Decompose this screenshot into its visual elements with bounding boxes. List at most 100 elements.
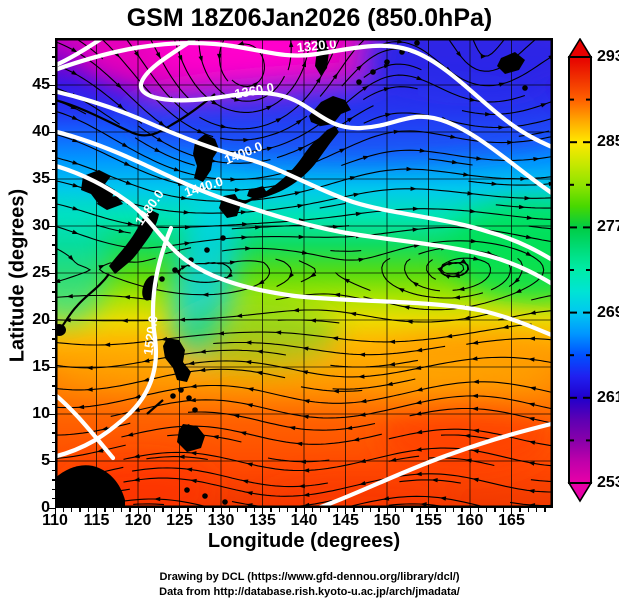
y-tick [51, 244, 55, 246]
streamline [276, 105, 374, 159]
x-tick [378, 508, 380, 512]
x-tick [353, 508, 355, 512]
streamline [335, 272, 371, 292]
streamline [298, 260, 317, 283]
arrowhead [472, 449, 479, 454]
y-tick [51, 253, 55, 256]
x-tick [71, 508, 73, 512]
arrowhead [410, 186, 417, 191]
landmass [55, 465, 125, 508]
y-tick [51, 441, 55, 444]
arrowhead [471, 393, 478, 399]
streamline [374, 41, 553, 87]
coastline [146, 399, 164, 415]
y-tick [51, 281, 55, 284]
arrowhead [515, 288, 522, 293]
y-tick [51, 422, 55, 425]
height-contour [138, 38, 553, 197]
x-tick [54, 508, 56, 514]
arrowhead [469, 209, 477, 214]
arrowhead [359, 458, 366, 463]
arrowhead [66, 294, 73, 299]
arrowhead [507, 140, 514, 145]
y-tick [49, 84, 55, 86]
arrowhead [126, 432, 134, 437]
y-tick [51, 122, 55, 124]
streamline [319, 38, 368, 97]
y-tick [51, 169, 55, 171]
arrowhead [303, 399, 310, 404]
arrowhead [388, 362, 396, 367]
streamline [363, 63, 422, 78]
arrowhead [498, 82, 506, 87]
arrowhead [292, 308, 300, 313]
arrowhead [406, 166, 413, 172]
arrowhead [274, 330, 282, 335]
arrowhead [415, 400, 422, 405]
streamline [121, 425, 382, 445]
island [522, 85, 528, 91]
arrowhead [358, 352, 366, 357]
arrowhead [86, 387, 93, 392]
arrowhead [296, 119, 303, 125]
streamline [134, 137, 195, 166]
y-tick-label: 20 [32, 311, 50, 328]
height-contour [55, 89, 553, 263]
arrowhead [397, 287, 405, 293]
streamline-arrowheads [55, 39, 553, 508]
colorbar-bottom-arrow [567, 482, 593, 503]
streamline [518, 130, 550, 137]
y-tick [51, 300, 55, 303]
island [170, 393, 176, 399]
arrowhead [471, 340, 479, 345]
x-tick [469, 508, 471, 514]
landmass [315, 38, 329, 76]
arrowhead [349, 176, 357, 181]
arrowhead [476, 156, 483, 161]
y-tick [51, 404, 55, 406]
streamline [221, 240, 545, 311]
x-tick [120, 508, 123, 512]
arrowhead [302, 414, 309, 419]
streamline [363, 112, 553, 129]
credit-line-data: Data from http://database.rish.kyoto-u.a… [159, 586, 460, 598]
y-tick [49, 225, 55, 227]
streamline [178, 356, 553, 378]
x-tick [262, 508, 264, 514]
arrowhead [245, 340, 252, 345]
arrowhead [358, 374, 365, 379]
y-tick-label: 10 [32, 405, 50, 422]
arrowhead [414, 365, 422, 370]
arrowhead [472, 477, 479, 483]
x-tick [511, 508, 513, 514]
x-tick [154, 508, 156, 512]
arrowhead [346, 117, 354, 123]
arrowhead [518, 204, 526, 210]
arrowhead [437, 266, 444, 272]
colorbar-tick-label: 261 [597, 388, 619, 406]
arrowhead [315, 76, 321, 84]
island [159, 276, 165, 282]
arrowhead [352, 437, 360, 442]
x-tick-label: 135 [249, 512, 276, 529]
arrowhead [529, 310, 536, 315]
landmass [163, 338, 191, 382]
x-tick [419, 508, 422, 512]
y-tick [51, 432, 55, 434]
x-tick [444, 508, 446, 512]
y-tick [51, 112, 55, 115]
y-tick [51, 375, 55, 378]
arrowhead [303, 492, 310, 497]
x-tick [170, 508, 173, 512]
x-tick [477, 508, 480, 512]
credit-line-drawing: Drawing by DCL (https://www.gfd-dennou.o… [159, 571, 460, 583]
arrowhead [471, 356, 478, 361]
arrowhead [256, 349, 263, 354]
streamline [55, 247, 92, 283]
arrowhead [266, 146, 274, 151]
streamline [199, 38, 341, 130]
island [222, 499, 228, 505]
arrowhead [528, 357, 535, 362]
y-tick [49, 131, 55, 133]
